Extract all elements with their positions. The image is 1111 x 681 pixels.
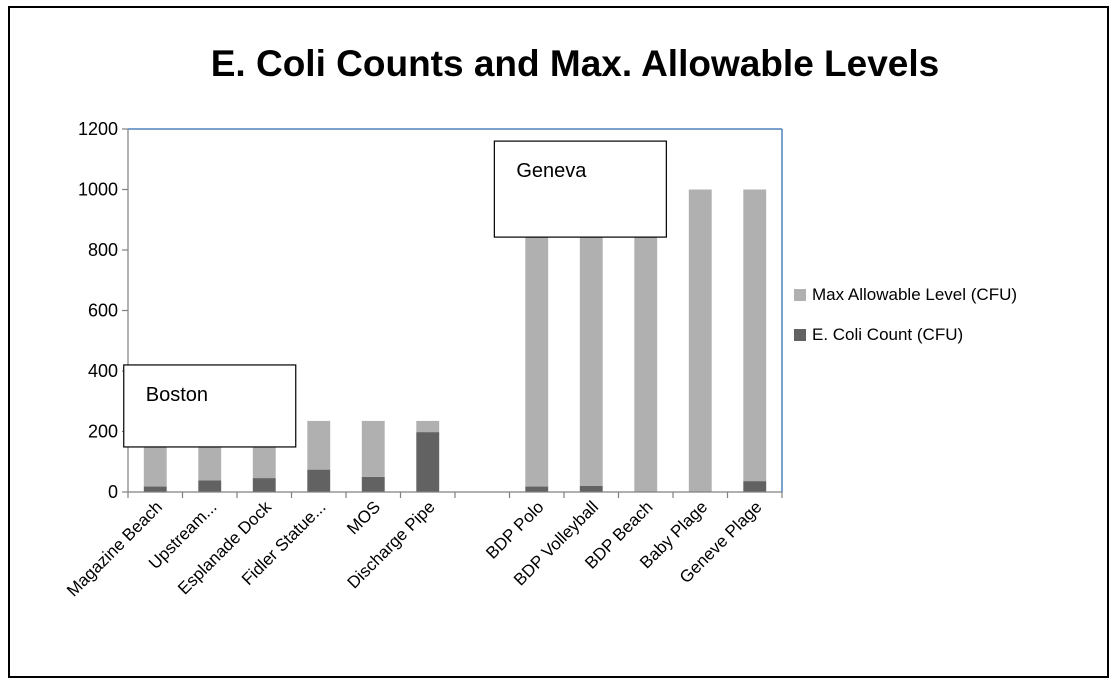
ecoli-bar — [579, 485, 603, 492]
legend-label: Max Allowable Level (CFU) — [812, 285, 1017, 304]
annotation-boston: Boston — [123, 364, 297, 448]
y-tick-label: 1000 — [78, 180, 118, 200]
chart-title: E. Coli Counts and Max. Allowable Levels — [211, 43, 940, 84]
max-level-bar — [579, 189, 603, 486]
ecoli-bar — [143, 486, 167, 492]
y-axis: 0 200 400 600 800 1000 1200 — [78, 119, 783, 502]
legend-swatch — [794, 289, 806, 301]
max-level-bar — [361, 420, 385, 477]
chart-frame: E. Coli Counts and Max. Allowable Levels… — [8, 6, 1109, 678]
max-level-bar — [634, 189, 658, 492]
legend-entry: Max Allowable Level (CFU) — [794, 285, 1017, 304]
max-level-bar — [416, 420, 440, 433]
max-level-bar — [688, 189, 712, 492]
legend-swatch — [794, 329, 806, 341]
max-level-bar — [307, 420, 331, 470]
legend-label: E. Coli Count (CFU) — [812, 325, 963, 344]
annotation-text: Boston — [146, 384, 208, 406]
y-tick-label: 0 — [108, 482, 118, 502]
ecoli-bar — [198, 480, 222, 492]
ecoli-bar — [307, 469, 331, 492]
bars — [143, 189, 767, 492]
y-tick-label: 800 — [88, 240, 118, 260]
annotation-geneva: Geneva — [493, 140, 667, 238]
ecoli-bar — [361, 476, 385, 492]
x-category-label: Esplanade Dock — [174, 497, 275, 598]
x-category-label: MOS — [343, 497, 384, 538]
legend-entry: E. Coli Count (CFU) — [794, 325, 963, 344]
annotation-text: Geneva — [516, 160, 587, 182]
y-tick-label: 400 — [88, 361, 118, 381]
max-level-bar — [743, 189, 767, 482]
max-level-bar — [525, 189, 549, 487]
ecoli-bar — [743, 481, 767, 492]
legend: Max Allowable Level (CFU) E. Coli Count (… — [794, 285, 1017, 344]
x-category-label: Magazine Beach — [63, 497, 166, 600]
annotations: Boston Geneva — [123, 140, 667, 448]
ecoli-bar — [416, 432, 440, 492]
y-tick-label: 200 — [88, 422, 118, 442]
ecoli-bar — [252, 478, 276, 492]
y-tick-label: 600 — [88, 301, 118, 321]
ecoli-bar — [525, 486, 549, 492]
annotation-box — [123, 364, 297, 448]
chart-svg: E. Coli Counts and Max. Allowable Levels… — [63, 43, 1017, 600]
y-tick-label: 1200 — [78, 119, 118, 139]
annotation-box — [493, 140, 667, 238]
